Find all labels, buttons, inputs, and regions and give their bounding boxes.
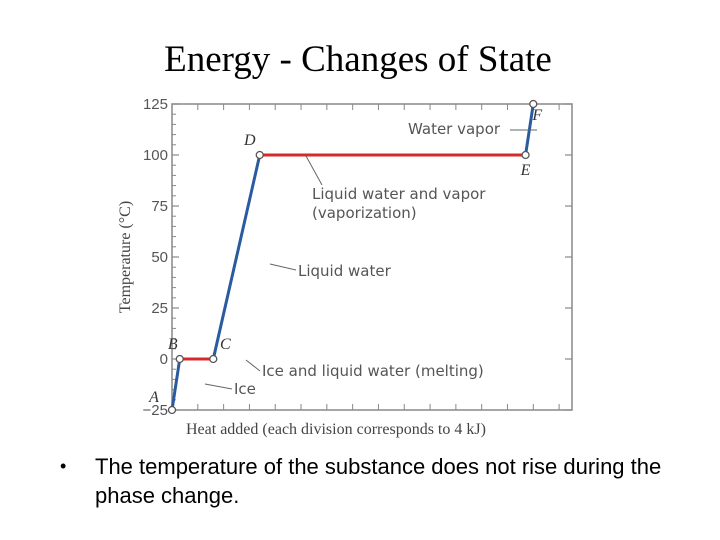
- leader-ice: [204, 383, 233, 390]
- segment-CD: [211, 153, 262, 361]
- y-tick-label: 75: [151, 198, 168, 215]
- segment-AB: [170, 357, 182, 412]
- axis-frame: [171, 103, 573, 411]
- bullet-dot: •: [60, 456, 67, 476]
- leader-liquid-water: [269, 263, 297, 271]
- y-axis-label: Temperature (°C): [117, 201, 134, 313]
- y-tick-label: 125: [143, 96, 168, 113]
- annotation-ice: Ice: [234, 380, 256, 398]
- annotation-vaporization-line1: Liquid water and vapor: [312, 185, 486, 203]
- annotation-vaporization-line2: (vaporization): [312, 204, 417, 222]
- annotation-melting: Ice and liquid water (melting): [262, 362, 484, 380]
- slide-title: Energy - Changes of State: [164, 39, 552, 80]
- leader-melting: [245, 359, 261, 372]
- point-label-A: A: [148, 389, 159, 406]
- annotation-water-vapor: Water vapor: [408, 120, 501, 138]
- y-tick-label: 25: [151, 300, 168, 317]
- x-axis-label: Heat added (each division corresponds to…: [186, 421, 486, 438]
- y-tick-label: 0: [160, 351, 168, 368]
- point-label-F: F: [531, 107, 542, 124]
- annotation-liquid-water: Liquid water: [298, 262, 392, 280]
- phase-change-chart: 125 100 75 50 25 0 −25 Heat added (each divisio…: [117, 96, 573, 438]
- point-B: [175, 354, 184, 364]
- point-label-E: E: [520, 162, 531, 179]
- point-D: [255, 150, 264, 160]
- y-tick-label: −25: [143, 402, 168, 419]
- y-tick-label: 50: [151, 249, 168, 266]
- point-E: [521, 150, 530, 160]
- point-label-D: D: [243, 132, 256, 149]
- point-A: [167, 405, 177, 415]
- point-F: [529, 99, 538, 109]
- point-label-C: C: [220, 336, 231, 353]
- point-label-B: B: [168, 336, 178, 353]
- heating-curve: [167, 99, 538, 415]
- chart-labels: 125 100 75 50 25 0 −25 Heat added (each divisio…: [117, 96, 542, 438]
- bullet-text: The temperature of the substance does no…: [95, 454, 662, 508]
- point-C: [209, 354, 218, 364]
- y-tick-label: 100: [143, 147, 168, 164]
- leader-vaporization: [305, 155, 323, 186]
